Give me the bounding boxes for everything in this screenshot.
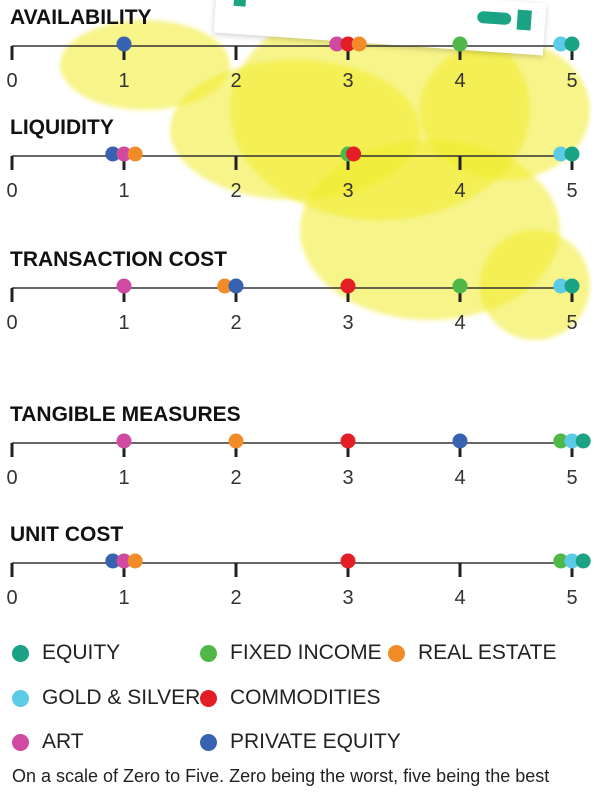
footnote: On a scale of Zero to Five. Zero being t… (12, 766, 550, 786)
data-point-commodities (346, 146, 362, 162)
tick-label: 3 (342, 70, 353, 92)
data-point-private-equity (105, 146, 121, 162)
scale-title: AVAILABILITY (10, 6, 152, 29)
tick-label: 0 (6, 312, 17, 334)
tick-label: 0 (6, 467, 17, 489)
tick-label: 5 (566, 180, 577, 202)
tick-label: 3 (342, 467, 353, 489)
data-point-gold-silver (553, 278, 569, 294)
tick-label: 5 (566, 70, 577, 92)
data-point-equity (564, 278, 580, 294)
tick-label: 4 (454, 467, 465, 489)
tick-label: 0 (6, 70, 17, 92)
scale-title: TRANSACTION COST (10, 248, 227, 271)
data-point-real-estate (228, 433, 244, 449)
tick-label: 3 (342, 312, 353, 334)
tick-label: 5 (566, 587, 577, 609)
data-point-art (329, 36, 345, 52)
data-point-commodities (340, 433, 356, 449)
data-point-equity (564, 36, 580, 52)
tick-label: 0 (6, 180, 17, 202)
data-point-private-equity (105, 553, 121, 569)
data-point-equity (575, 433, 591, 449)
data-point-real-estate (217, 278, 233, 294)
data-point-real-estate (127, 146, 143, 162)
tick-label: 2 (230, 312, 241, 334)
tick-label: 2 (230, 180, 241, 202)
data-point-gold-silver (553, 36, 569, 52)
scale-title: LIQUIDITY (10, 116, 114, 139)
data-point-equity (564, 146, 580, 162)
paint-splash (60, 20, 230, 110)
data-point-art (116, 146, 132, 162)
data-point-art (116, 278, 132, 294)
tick-label: 1 (118, 467, 129, 489)
tick-label: 1 (118, 587, 129, 609)
tick-label: 2 (230, 587, 241, 609)
data-point-private-equity (116, 36, 132, 52)
tick-label: 4 (454, 312, 465, 334)
tick-label: 4 (454, 180, 465, 202)
tick-label: 5 (566, 467, 577, 489)
data-point-gold-silver (553, 146, 569, 162)
data-point-commodities (340, 36, 356, 52)
data-point-gold-silver (564, 553, 580, 569)
tick-label: 5 (566, 312, 577, 334)
data-point-fixed-income (553, 433, 569, 449)
data-point-art (116, 433, 132, 449)
tick-label: 4 (454, 70, 465, 92)
tick-label: 2 (230, 467, 241, 489)
data-point-private-equity (228, 278, 244, 294)
data-point-gold-silver (564, 433, 580, 449)
data-point-private-equity (452, 433, 468, 449)
data-point-real-estate (127, 553, 143, 569)
tick-label: 4 (454, 587, 465, 609)
tick-label: 2 (230, 70, 241, 92)
data-point-fixed-income (452, 278, 468, 294)
scale-title: UNIT COST (10, 523, 123, 546)
tick-label: 1 (118, 312, 129, 334)
data-point-real-estate (351, 36, 367, 52)
tick-label: 0 (6, 587, 17, 609)
tick-label: 1 (118, 180, 129, 202)
data-point-equity (575, 553, 591, 569)
scale-title: TANGIBLE MEASURES (10, 403, 241, 426)
tick-label: 3 (342, 180, 353, 202)
tick-label: 3 (342, 587, 353, 609)
data-point-fixed-income (553, 553, 569, 569)
tick-label: 1 (118, 70, 129, 92)
data-point-art (116, 553, 132, 569)
data-point-fixed-income (452, 36, 468, 52)
data-point-commodities (340, 553, 356, 569)
data-point-commodities (340, 278, 356, 294)
